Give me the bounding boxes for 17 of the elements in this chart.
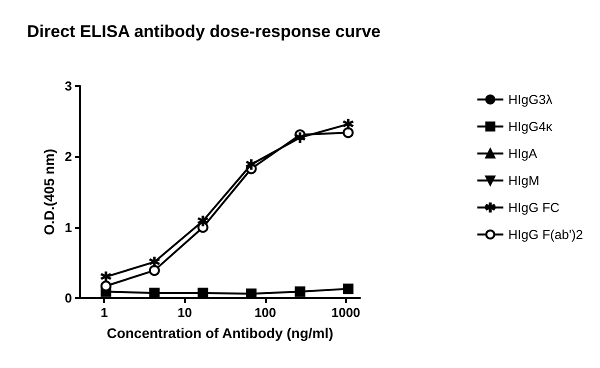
x-tick-label: 1 <box>100 305 108 320</box>
legend-label: HIgG3λ <box>508 92 553 107</box>
y-tick-label: 2 <box>64 149 72 164</box>
legend-label: HIgG F(ab')2 <box>508 227 584 242</box>
legend-label: HIgG FC <box>508 200 560 215</box>
x-tick-label: 10 <box>178 305 192 320</box>
x-axis-title: Concentration of Antibody (ng/ml) <box>106 325 334 341</box>
legend-label: HIgA <box>508 146 538 161</box>
y-tick-label: 1 <box>64 220 72 235</box>
y-tick-label: 0 <box>64 290 72 306</box>
chart-title: Direct ELISA antibody dose-response curve <box>27 22 381 41</box>
x-tick-label: 100 <box>254 305 276 320</box>
legend-label: HIgG4κ <box>508 119 553 134</box>
legend-label: HIgM <box>508 173 540 188</box>
y-axis-title: O.D.(405 nm) <box>41 148 57 236</box>
x-tick-label: 1000 <box>331 305 360 320</box>
y-tick-label: 3 <box>64 78 72 94</box>
